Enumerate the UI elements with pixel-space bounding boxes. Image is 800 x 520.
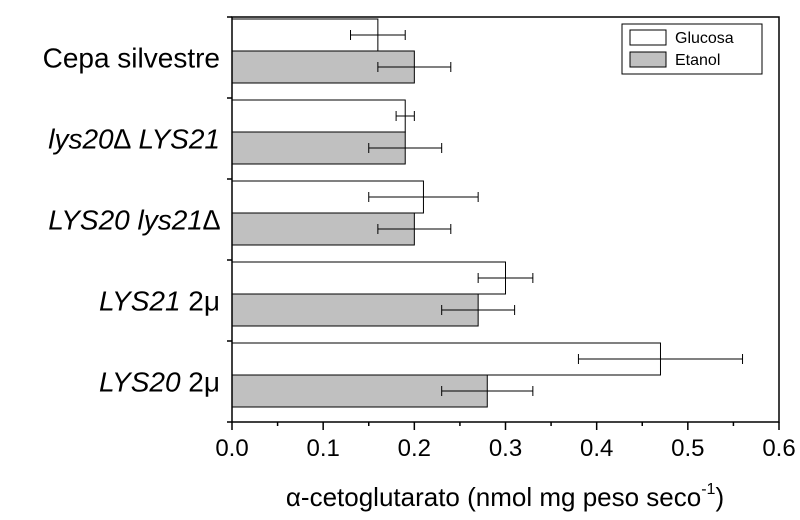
legend: Glucosa Etanol (622, 24, 762, 74)
x-tick-label-2: 0.2 (398, 435, 431, 462)
category-label-part: Cepa silvestre (43, 43, 220, 74)
x-tick-label-0: 0.0 (215, 435, 248, 462)
category-label-part: LYS21 (99, 286, 181, 317)
legend-label-glucosa: Glucosa (675, 30, 734, 47)
x-axis-label: α-cetoglutarato (nmol mg peso seco-1) (286, 481, 724, 512)
category-label-2: LYS20 lys21∆ (48, 205, 220, 236)
x-axis-label-superscript: -1 (701, 481, 715, 498)
category-label-4: LYS20 2μ (99, 367, 220, 398)
category-label-part: 2μ (181, 367, 220, 398)
category-label-part: LYS20 (99, 367, 181, 398)
legend-swatch-etanol (630, 52, 666, 67)
x-tick-label-5: 0.5 (671, 435, 704, 462)
x-axis-label-end: ) (715, 482, 724, 512)
x-tick-labels: 0.0 0.1 0.2 0.3 0.4 0.5 0.6 (215, 435, 795, 462)
legend-swatch-glucosa (630, 30, 666, 45)
x-tick-label-4: 0.4 (580, 435, 613, 462)
x-tick-label-6: 0.6 (762, 435, 795, 462)
category-label-1: lys20∆ LYS21 (48, 124, 220, 155)
x-axis-label-main: α-cetoglutarato (nmol mg peso seco (286, 482, 701, 512)
bar-glucosa-1 (232, 100, 405, 132)
bars-layer (232, 19, 660, 407)
category-label-part: 2μ (181, 286, 220, 317)
category-label-3: LYS21 2μ (99, 286, 220, 317)
bar-glucosa-3 (232, 262, 506, 294)
x-tick-label-3: 0.3 (489, 435, 522, 462)
category-label-0: Cepa silvestre (43, 43, 220, 74)
category-label-part: lys20∆ LYS21 (48, 124, 220, 155)
x-tick-label-1: 0.1 (306, 435, 339, 462)
category-labels: Cepa silvestre lys20∆ LYS21 LYS20 lys21∆ LY… (43, 43, 220, 398)
category-label-part: LYS20 lys21∆ (48, 205, 220, 236)
legend-label-etanol: Etanol (675, 52, 720, 69)
